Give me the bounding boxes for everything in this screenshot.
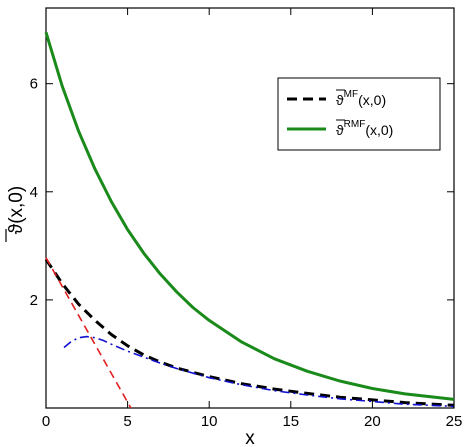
y-axis-label-text: ϑ(x,0) — [6, 186, 27, 234]
y-tick-label: 6 — [30, 76, 38, 93]
tick-layer: 0 5 10 15 20 25 2 4 6 — [30, 8, 463, 430]
legend-rmf-symbol: ϑ — [336, 122, 344, 138]
legend-entry-mf: ϑMF(x,0) — [336, 89, 386, 108]
series-line-1 — [44, 31, 455, 401]
x-tick-label: 0 — [42, 413, 50, 430]
x-tick-label: 5 — [123, 413, 131, 430]
legend-mf-sup: MF — [344, 89, 358, 100]
series-line-2 — [45, 257, 132, 409]
y-tick-label: 4 — [30, 184, 38, 201]
y-tick-label: 2 — [30, 292, 38, 309]
legend-entry-rmf: ϑRMF(x,0) — [336, 119, 393, 138]
svg-text:ϑMF(x,0): ϑMF(x,0) — [336, 89, 386, 108]
series-line-0 — [44, 258, 455, 407]
legend-rmf-sup: RMF — [344, 119, 366, 130]
legend-mf-args: (x,0) — [358, 92, 386, 108]
x-tick-label: 25 — [446, 413, 463, 430]
legend: ϑMF(x,0) ϑRMF(x,0) — [277, 77, 441, 151]
x-tick-label: 20 — [364, 413, 381, 430]
series-line-3 — [63, 335, 455, 408]
legend-rmf-args: (x,0) — [365, 122, 393, 138]
plot-frame — [45, 7, 455, 409]
svg-text:ϑRMF(x,0): ϑRMF(x,0) — [336, 119, 393, 138]
series-layer — [44, 31, 455, 409]
legend-box — [277, 77, 441, 151]
x-tick-label: 15 — [282, 413, 299, 430]
y-axis-label: ϑ(x,0) — [5, 186, 27, 242]
x-tick-label: 10 — [201, 413, 218, 430]
legend-mf-symbol: ϑ — [336, 92, 344, 108]
x-axis-label: x — [245, 428, 255, 447]
